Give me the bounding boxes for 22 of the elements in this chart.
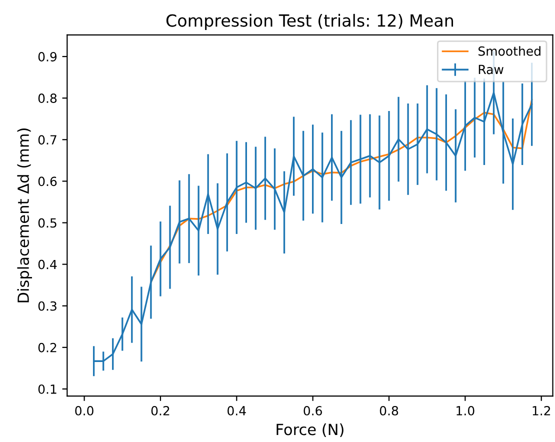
y-tick-label: 0.1 bbox=[38, 384, 56, 394]
legend-label: Raw bbox=[478, 64, 504, 74]
y-tick-label: 0.5 bbox=[38, 218, 56, 228]
chart-title: Compression Test (trials: 12) Mean bbox=[166, 14, 454, 30]
x-tick-label: 0.0 bbox=[75, 406, 94, 416]
x-axis-title: Force (N) bbox=[276, 423, 344, 438]
legend-label: Smoothed bbox=[478, 46, 540, 56]
x-tick-label: 1.2 bbox=[532, 406, 550, 416]
x-tick-label: 0.8 bbox=[380, 406, 398, 416]
line-series bbox=[150, 98, 533, 284]
x-tick-label: 1.0 bbox=[456, 406, 474, 416]
x-tick-label: 0.6 bbox=[304, 406, 322, 416]
y-tick-label: 0.6 bbox=[38, 176, 57, 186]
x-tick-label: 0.2 bbox=[151, 406, 170, 416]
y-tick-label: 0.2 bbox=[38, 342, 56, 352]
y-tick-label: 0.8 bbox=[38, 94, 57, 104]
y-tick-label: 0.7 bbox=[38, 135, 56, 145]
y-axis-title: Displacement Δd (mm) bbox=[17, 128, 32, 302]
x-tick-label: 0.4 bbox=[228, 406, 246, 416]
y-tick-label: 0.9 bbox=[38, 52, 57, 62]
y-tick-label: 0.3 bbox=[38, 301, 56, 311]
y-tick-label: 0.4 bbox=[38, 260, 57, 270]
